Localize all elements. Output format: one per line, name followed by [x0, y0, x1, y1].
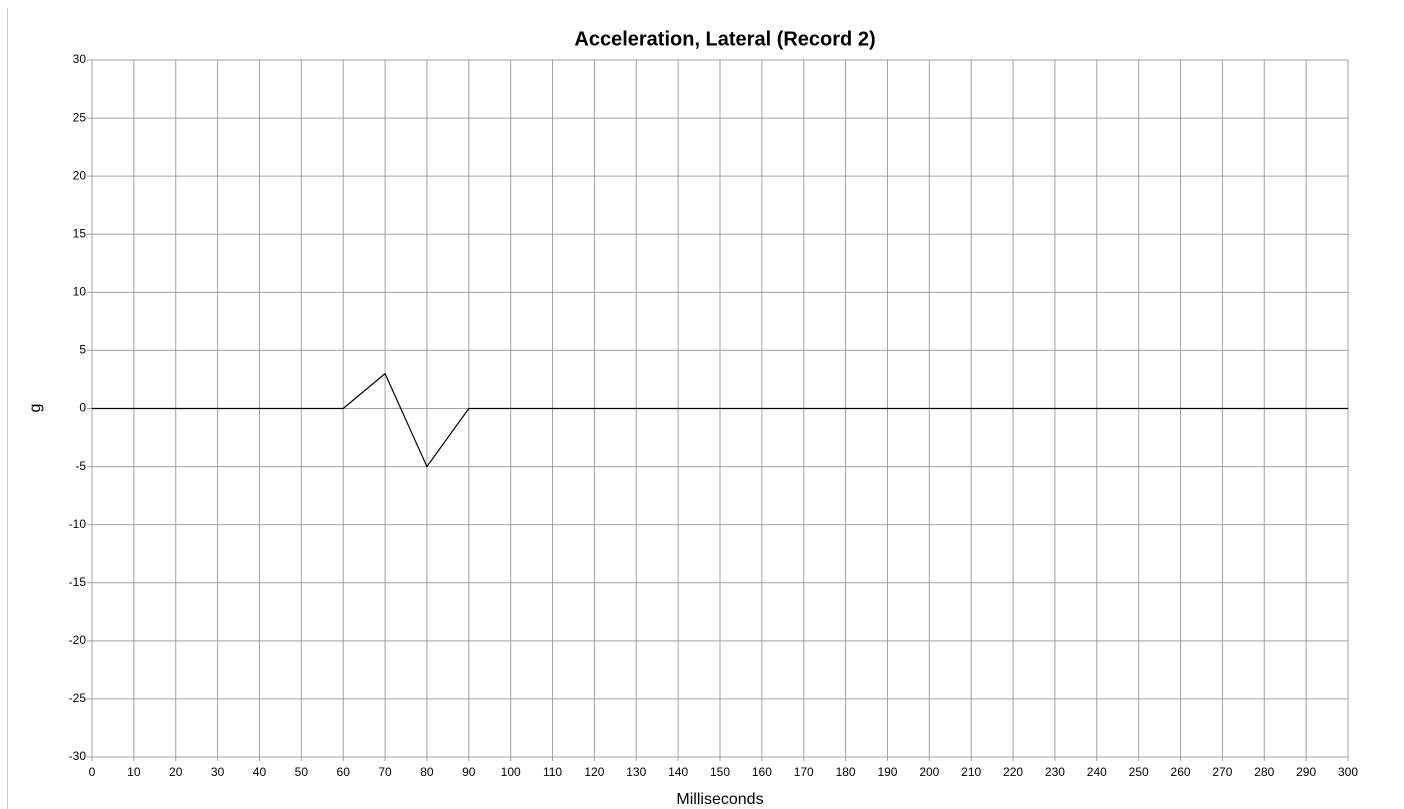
x-tick-label: 280: [1254, 765, 1274, 779]
x-tick-label: 270: [1212, 765, 1232, 779]
x-tick-label: 40: [253, 765, 267, 779]
x-tick-label: 160: [752, 765, 772, 779]
y-tick-label: -5: [75, 459, 86, 473]
y-axis-label: g: [27, 404, 44, 413]
x-tick-label: 120: [584, 765, 604, 779]
y-tick-label: 30: [73, 52, 87, 66]
x-tick-label: 130: [626, 765, 646, 779]
x-tick-label: 140: [668, 765, 688, 779]
chart-title: Acceleration, Lateral (Record 2): [574, 28, 875, 50]
x-tick-label: 20: [169, 765, 183, 779]
y-tick-label: 20: [73, 168, 87, 182]
y-tick-label: -20: [69, 633, 87, 647]
x-tick-label: 200: [919, 765, 939, 779]
x-tick-label: 0: [89, 765, 96, 779]
y-tick-label: 25: [73, 110, 87, 124]
x-tick-label: 80: [420, 765, 434, 779]
y-tick-label: -15: [69, 575, 87, 589]
y-tick-label: 10: [73, 285, 87, 299]
x-tick-label: 210: [961, 765, 981, 779]
x-tick-label: 60: [337, 765, 351, 779]
x-tick-label: 190: [877, 765, 897, 779]
x-tick-label: 250: [1129, 765, 1149, 779]
x-axis-label: Milliseconds: [676, 791, 763, 808]
x-tick-label: 240: [1087, 765, 1107, 779]
y-tick-label: -25: [69, 691, 87, 705]
x-tick-label: 220: [1003, 765, 1023, 779]
x-tick-label: 10: [127, 765, 141, 779]
y-tick-label: 15: [73, 226, 87, 240]
x-tick-label: 100: [501, 765, 521, 779]
x-tick-label: 110: [543, 765, 562, 779]
x-tick-label: 290: [1296, 765, 1316, 779]
x-tick-label: 170: [794, 765, 814, 779]
x-tick-label: 70: [378, 765, 392, 779]
x-tick-label: 300: [1338, 765, 1358, 779]
x-tick-label: 30: [211, 765, 225, 779]
y-tick-label: -30: [69, 749, 87, 763]
y-tick-label: 0: [79, 401, 86, 415]
y-tick-label: -10: [69, 517, 87, 531]
x-tick-label: 150: [710, 765, 730, 779]
x-tick-label: 230: [1045, 765, 1065, 779]
x-tick-label: 90: [462, 765, 476, 779]
y-tick-label: 5: [79, 343, 86, 357]
x-tick-label: 180: [836, 765, 856, 779]
x-tick-label: 260: [1171, 765, 1191, 779]
x-tick-label: 50: [295, 765, 309, 779]
data-line: [92, 372, 1348, 468]
